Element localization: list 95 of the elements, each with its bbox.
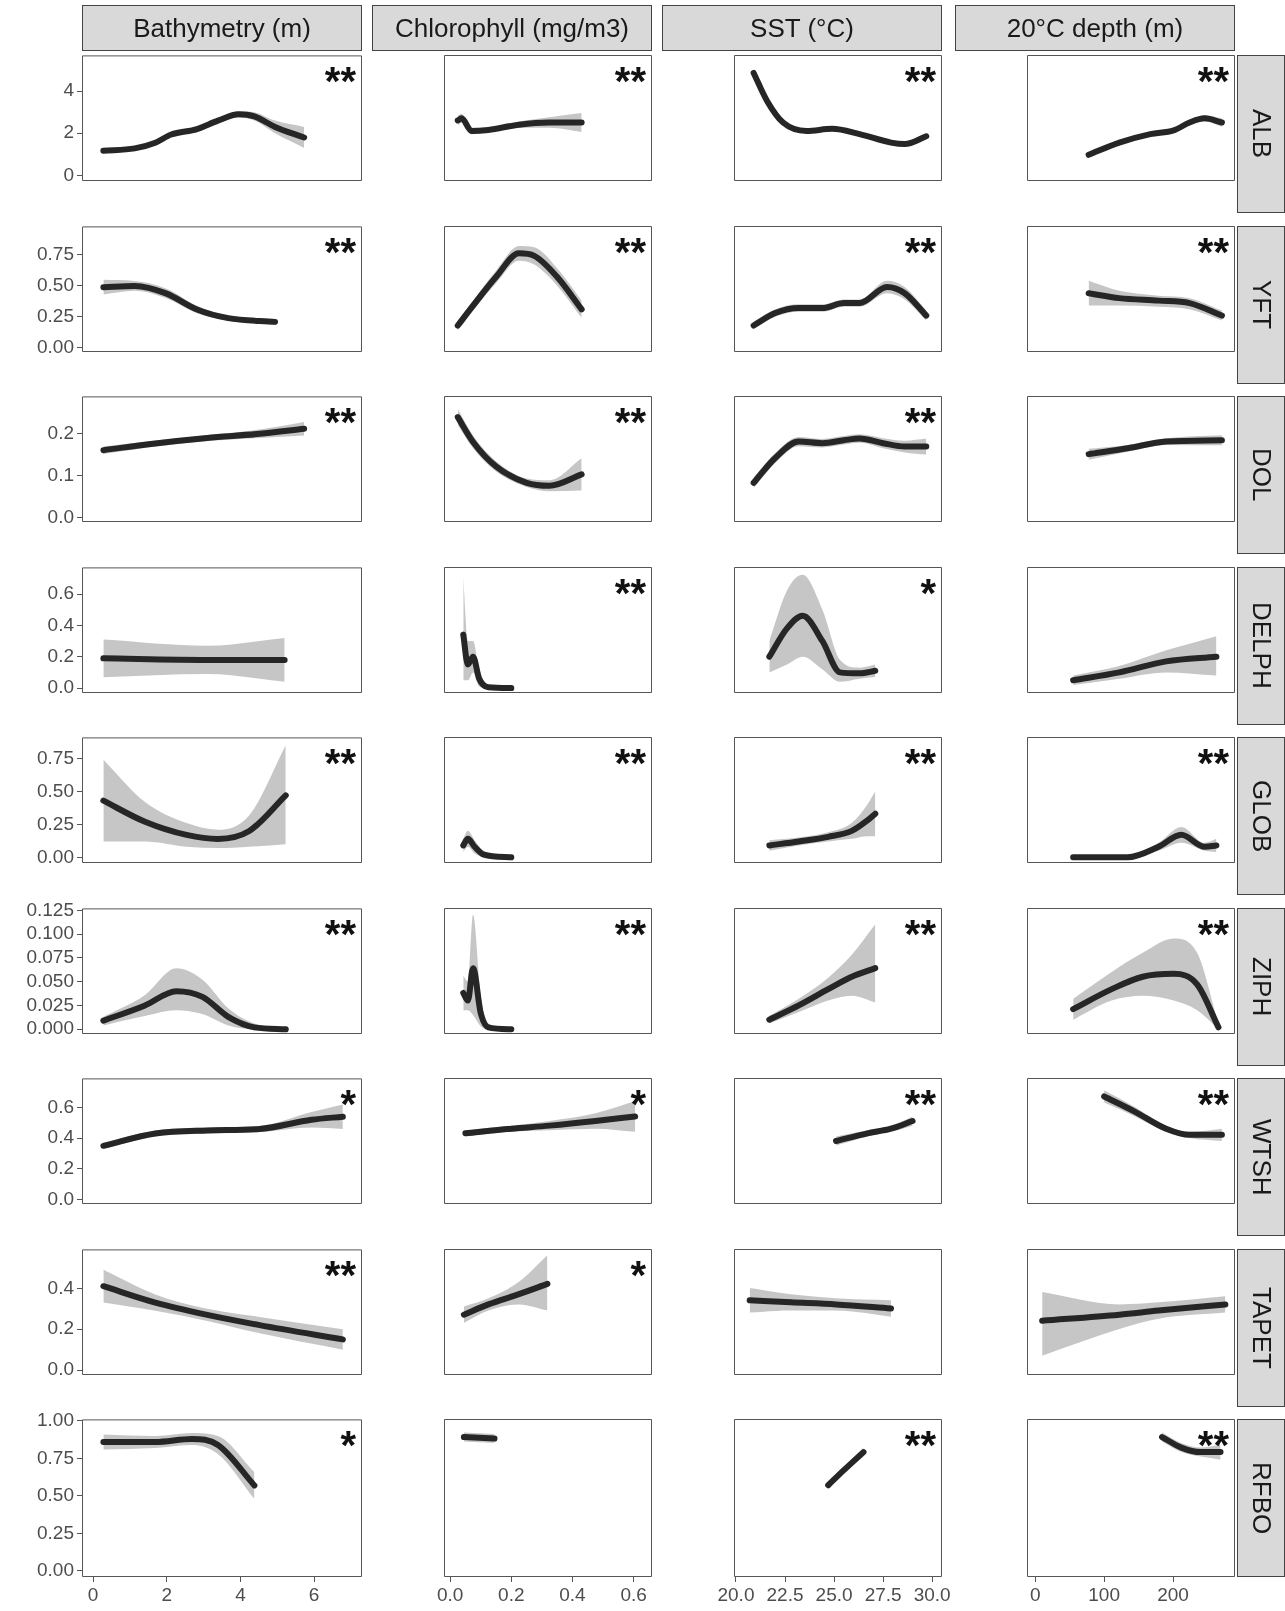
x-tick-label: 4 <box>235 1583 247 1605</box>
chart-title: 20°C depth (m) <box>955 5 1235 51</box>
x-tick-label: 0.4 <box>559 1583 587 1605</box>
annotation: ** <box>903 400 936 444</box>
annotation: ** <box>613 570 646 615</box>
annotation: * <box>339 1423 356 1467</box>
x-tick-label: 22.5 <box>766 1583 804 1605</box>
annotation: ** <box>1196 59 1229 103</box>
chart-title: SST (°C) <box>662 5 942 51</box>
x-tick-label: 0.6 <box>620 1583 647 1605</box>
x-tick-label: 30.0 <box>913 1583 951 1605</box>
annotation: ** <box>903 229 936 274</box>
y-tick-label: 0.2 <box>47 1157 74 1179</box>
y-tick-label: 0.1 <box>47 464 74 486</box>
y-tick-label: 0.75 <box>37 746 74 768</box>
x-tick-label: 0.0 <box>436 1583 464 1605</box>
y-tick-label: 0.00 <box>37 1559 74 1581</box>
x-tick-label: 6 <box>308 1583 320 1605</box>
annotation: ** <box>323 911 356 956</box>
y-tick-label: 0.4 <box>47 1276 75 1297</box>
y-tick-label: 0.0 <box>47 675 74 697</box>
x-tick-label: 0 <box>87 1583 99 1605</box>
annotation: ** <box>903 59 936 103</box>
annotation: ** <box>1196 1082 1229 1126</box>
y-tick-label: 0.50 <box>37 273 74 295</box>
y-tick-label: 0.2 <box>47 1316 74 1338</box>
annotation: ** <box>1196 1423 1229 1467</box>
y-tick-label: 0.50 <box>37 779 74 801</box>
y-tick-label: 0.25 <box>37 1521 74 1543</box>
annotation: * <box>919 570 936 615</box>
annotation: ** <box>613 400 646 444</box>
annotation: ** <box>613 229 646 274</box>
y-tick-label: 0.000 <box>26 1016 74 1038</box>
y-tick-label: 0.00 <box>37 845 74 867</box>
annotation: ** <box>1196 911 1229 956</box>
y-tick-label: 0.00 <box>37 335 74 357</box>
y-tick-label: 0.75 <box>37 242 74 264</box>
text: ZIPH <box>1245 956 1277 1017</box>
annotation: ** <box>613 741 646 785</box>
text: GLOB <box>1245 779 1277 853</box>
y-tick-label: 0.100 <box>26 921 74 943</box>
y-tick-label: 0.2 <box>47 422 74 444</box>
annotation: ** <box>323 400 356 444</box>
y-tick-label: 0.6 <box>47 1095 74 1117</box>
y-tick-label: 2 <box>63 121 74 143</box>
annotation: ** <box>323 229 356 274</box>
x-tick-label: 0.2 <box>498 1583 525 1605</box>
y-tick-label: 4 <box>63 79 75 101</box>
annotation: * <box>629 1082 646 1126</box>
annotation: * <box>339 1082 356 1126</box>
text: DELPH <box>1245 602 1277 689</box>
annotation: ** <box>903 1423 936 1467</box>
y-tick-label: 0.25 <box>37 304 74 326</box>
text: TAPET <box>1245 1286 1277 1369</box>
y-tick-label: 0.6 <box>47 581 74 603</box>
chart-title: Chlorophyll (mg/m3) <box>372 5 652 51</box>
y-tick-label: 0.4 <box>47 1126 75 1148</box>
annotation: ** <box>613 911 646 956</box>
text: YFT <box>1245 279 1277 330</box>
y-tick-label: 0.0 <box>47 1357 74 1379</box>
y-tick-label: 0 <box>63 163 74 185</box>
annotation: ** <box>323 741 356 785</box>
y-tick-label: 0.75 <box>37 1446 74 1468</box>
annotation: ** <box>903 911 936 956</box>
y-tick-label: 0.0 <box>47 1187 74 1209</box>
text: WTSH <box>1245 1118 1277 1196</box>
y-tick-label: 0.025 <box>26 993 74 1015</box>
x-tick-label: 27.5 <box>864 1583 902 1605</box>
x-tick-label: 100 <box>1088 1583 1120 1605</box>
y-tick-label: 0.0 <box>47 506 74 528</box>
y-tick-label: 0.50 <box>37 1484 74 1506</box>
x-tick-label: 0 <box>1029 1583 1041 1605</box>
annotation: ** <box>1196 229 1229 274</box>
annotation: ** <box>903 741 936 785</box>
x-tick-label: 20.0 <box>717 1583 755 1605</box>
y-tick-label: 0.4 <box>47 613 75 635</box>
y-tick-label: 1.00 <box>37 1409 74 1431</box>
annotation: * <box>629 1252 646 1297</box>
annotation: ** <box>613 59 646 103</box>
x-tick-label: 2 <box>161 1583 173 1605</box>
text: RFBO <box>1245 1461 1277 1535</box>
y-tick-label: 0.2 <box>47 644 74 666</box>
annotation: ** <box>1196 741 1229 785</box>
y-tick-label: 0.075 <box>26 945 74 967</box>
chart-title: Bathymetry (m) <box>82 5 362 51</box>
y-tick-label: 0.125 <box>26 898 74 920</box>
y-tick-label: 0.050 <box>26 969 74 991</box>
text: DOL <box>1245 448 1277 502</box>
text: ALB <box>1245 109 1277 159</box>
annotation: ** <box>323 1252 356 1297</box>
x-tick-label: 25.0 <box>815 1583 853 1605</box>
x-tick-label: 200 <box>1157 1583 1189 1605</box>
y-tick-label: 0.25 <box>37 812 74 834</box>
annotation: ** <box>323 59 356 103</box>
annotation: ** <box>903 1082 936 1126</box>
